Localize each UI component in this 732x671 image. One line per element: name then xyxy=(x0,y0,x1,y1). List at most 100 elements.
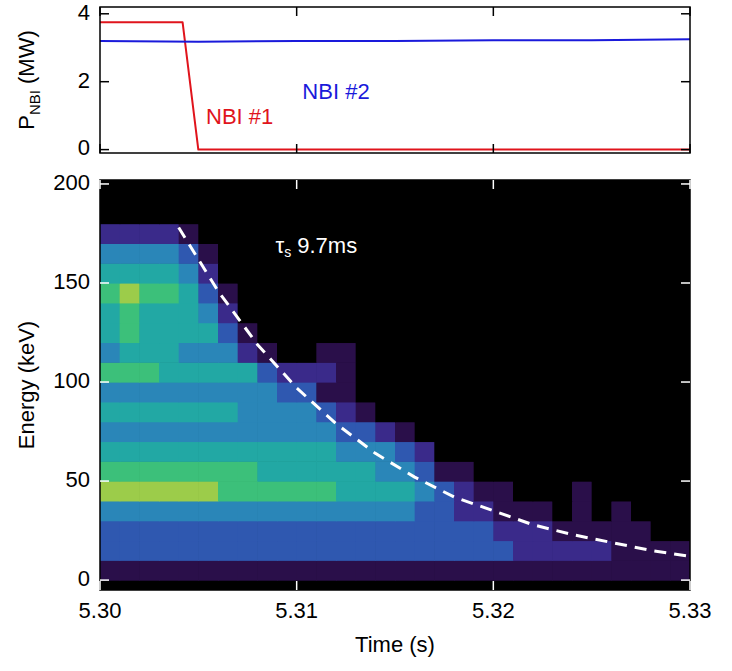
spectrogram-cell xyxy=(474,323,494,343)
spectrogram-cell xyxy=(493,560,513,580)
spectrogram-cell xyxy=(454,303,474,323)
spectrogram-cell xyxy=(434,560,454,580)
spectrogram-cell xyxy=(179,184,199,204)
spectrogram-cell xyxy=(297,184,317,204)
spectrogram-cell xyxy=(198,521,218,541)
spectrogram-cell xyxy=(198,382,218,402)
spectrogram-cell xyxy=(179,560,199,580)
spectrogram-cell xyxy=(179,323,199,343)
spectrogram-cell xyxy=(454,263,474,283)
spectrogram-cell xyxy=(592,263,612,283)
spectrogram-cell xyxy=(100,243,120,263)
spectrogram-cell xyxy=(670,323,690,343)
x-tick-label: 5.30 xyxy=(79,598,122,623)
spectrogram-cell xyxy=(513,422,533,442)
spectrogram-cell xyxy=(552,501,572,521)
plot-background xyxy=(100,180,690,590)
spectrogram-cell xyxy=(257,521,277,541)
spectrogram-cell xyxy=(611,362,631,382)
y-tick xyxy=(100,282,109,284)
spectrogram-cell xyxy=(474,540,494,560)
spectrogram-cell xyxy=(336,461,356,481)
spectrogram-cell xyxy=(611,422,631,442)
spectrogram-cell xyxy=(415,243,435,263)
spectrogram-cell xyxy=(277,481,297,501)
spectrogram-cell xyxy=(218,540,238,560)
spectrogram-cell xyxy=(651,303,671,323)
spectrogram-cell xyxy=(631,540,651,560)
spectrogram-cell xyxy=(375,540,395,560)
spectrogram-cell xyxy=(375,224,395,244)
y-tick xyxy=(100,81,109,83)
spectrogram-cell xyxy=(513,521,533,541)
spectrogram-cell xyxy=(179,540,199,560)
spectrogram-cell xyxy=(552,283,572,303)
spectrogram-cell xyxy=(139,481,159,501)
spectrogram-cell xyxy=(179,283,199,303)
spectrogram-cell xyxy=(395,342,415,362)
spectrogram-cell xyxy=(533,204,553,224)
spectrogram-cell xyxy=(356,224,376,244)
spectrogram-cell xyxy=(670,382,690,402)
spectrogram-cell xyxy=(513,362,533,382)
spectrogram-cell xyxy=(533,362,553,382)
spectrogram-cell xyxy=(100,283,120,303)
spectrogram-cell xyxy=(572,560,592,580)
spectrogram-cell xyxy=(238,243,258,263)
spectrogram-cell xyxy=(493,461,513,481)
spectrogram-cell xyxy=(474,283,494,303)
spectrogram-cell xyxy=(415,521,435,541)
series-line xyxy=(100,39,690,41)
spectrogram-cell xyxy=(198,224,218,244)
spectrogram-cell xyxy=(493,362,513,382)
spectrogram-cell xyxy=(651,243,671,263)
spectrogram-cell xyxy=(434,501,454,521)
spectrogram-cell xyxy=(375,342,395,362)
spectrogram-cell xyxy=(198,540,218,560)
spectrogram-cell xyxy=(257,441,277,461)
y-axis-label-part: (MW) xyxy=(14,30,39,90)
spectrogram-cell xyxy=(100,323,120,343)
spectrogram-cell xyxy=(100,441,120,461)
spectrogram-cell xyxy=(592,243,612,263)
spectrogram-cell xyxy=(493,481,513,501)
spectrogram-cell xyxy=(218,342,238,362)
spectrogram-cell xyxy=(592,501,612,521)
spectrogram-cell xyxy=(277,184,297,204)
annotation-part: 9.7ms xyxy=(291,233,357,258)
spectrogram-cell xyxy=(297,283,317,303)
spectrogram-cell xyxy=(179,342,199,362)
spectrogram-cell xyxy=(434,243,454,263)
spectrogram-cell xyxy=(474,224,494,244)
spectrogram-cell xyxy=(120,521,140,541)
y-axis-label: Energy (keV) xyxy=(14,321,39,449)
spectrogram-cell xyxy=(356,540,376,560)
spectrogram-cell xyxy=(592,521,612,541)
spectrogram-cell xyxy=(454,560,474,580)
spectrogram-cell xyxy=(297,263,317,283)
spectrogram-cell xyxy=(552,481,572,501)
spectrogram-cell xyxy=(474,441,494,461)
spectrogram-cell xyxy=(572,303,592,323)
spectrogram-cell xyxy=(415,184,435,204)
spectrogram-cell xyxy=(572,342,592,362)
spectrogram-cell xyxy=(513,243,533,263)
spectrogram-cell xyxy=(238,382,258,402)
spectrogram-cell xyxy=(434,461,454,481)
spectrogram-cell xyxy=(120,342,140,362)
spectrogram-cell xyxy=(257,283,277,303)
spectrogram-cell xyxy=(139,382,159,402)
spectrogram-cell xyxy=(179,422,199,442)
spectrogram-cell xyxy=(218,521,238,541)
spectrogram-cell xyxy=(198,441,218,461)
spectrogram-cell xyxy=(139,323,159,343)
spectrogram-cell xyxy=(415,402,435,422)
spectrogram-cell xyxy=(493,501,513,521)
spectrogram-cell xyxy=(513,481,533,501)
spectrogram-cell xyxy=(100,402,120,422)
spectrogram-cell xyxy=(198,422,218,442)
spectrogram-cell xyxy=(356,204,376,224)
y-tick xyxy=(681,183,690,185)
spectrogram-cell xyxy=(336,560,356,580)
y-tick xyxy=(681,149,690,151)
